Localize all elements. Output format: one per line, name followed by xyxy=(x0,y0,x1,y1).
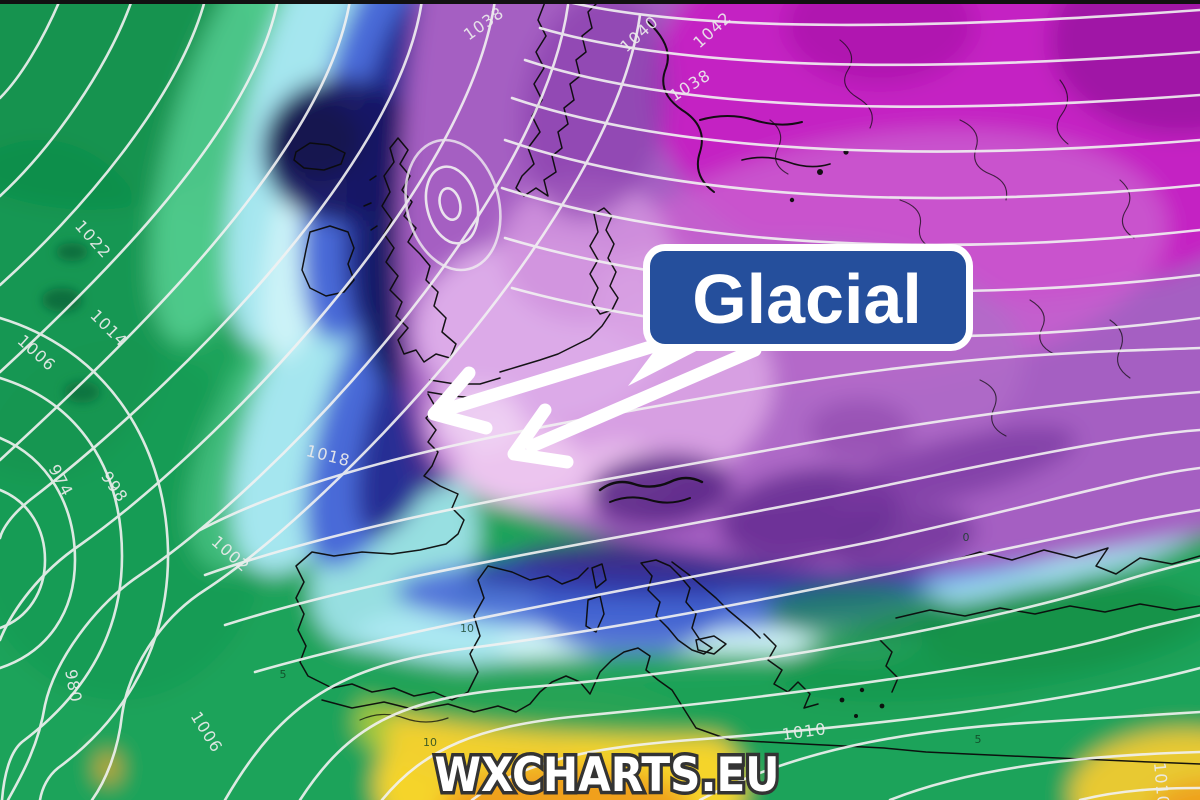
callout-text: Glacial xyxy=(692,260,922,338)
arrow-right xyxy=(525,343,762,453)
land-patches xyxy=(42,243,100,403)
glacial-arrows xyxy=(427,328,762,469)
temp-minor-labels: 10 5 0 5 10 xyxy=(280,531,982,749)
isobar-label: 1010 xyxy=(1150,761,1173,800)
arrow-left xyxy=(441,328,697,416)
temp-label: 10 xyxy=(460,622,474,635)
temp-label: 5 xyxy=(975,733,982,746)
map-frame-top xyxy=(0,0,1200,4)
watermark-text: WXCHARTS.EU xyxy=(435,748,780,800)
arrow-right-head xyxy=(507,403,574,469)
callout-tail xyxy=(628,346,706,386)
temp-label: 5 xyxy=(280,668,287,681)
callout-box xyxy=(650,251,966,344)
glacial-annotation: Glacial xyxy=(427,244,973,469)
temp-label: 0 xyxy=(963,531,970,544)
temp-label: 10 xyxy=(423,736,437,749)
arrow-left-head xyxy=(427,366,493,435)
